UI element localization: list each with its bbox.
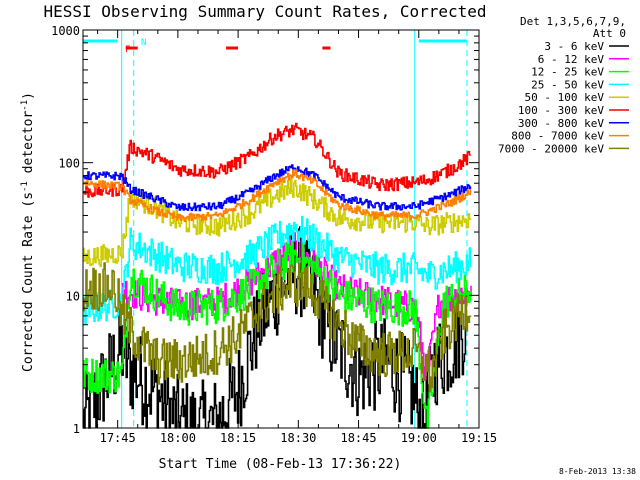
- x-axis-title: Start Time (08-Feb-13 17:36:22): [159, 457, 402, 472]
- x-tick-label-4: 18:45: [340, 431, 376, 445]
- axes: 17:45 18:00 18:15 18:30 18:45 19:00 19:15 1 10 10…: [51, 24, 497, 445]
- series-line-6: [83, 122, 472, 198]
- x-tick-label-2: 18:15: [220, 431, 256, 445]
- y-axis-title-sup1: -1: [20, 181, 30, 192]
- y-tick-label-3: 1000: [51, 24, 80, 38]
- flag-marker-F: F: [125, 45, 130, 55]
- y-axis-title: Corrected Count Rate (s-1 detector-1): [20, 92, 36, 372]
- y-axis-title-sup2: -1: [20, 100, 30, 111]
- x-tick-label-6: 19:15: [461, 431, 497, 445]
- series-line-3: [83, 240, 472, 429]
- legend-label-3: 12 - 25 keV: [531, 66, 604, 79]
- series-line-7: [83, 164, 472, 212]
- series-line-8: [83, 169, 472, 223]
- series-line-4: [83, 215, 472, 325]
- y-axis-title-end: ): [21, 92, 36, 100]
- y-tick-label-1: 10: [66, 289, 80, 303]
- footer-timestamp: 8-Feb-2013 13:38: [559, 467, 636, 476]
- y-tick-label-2: 100: [58, 157, 80, 171]
- x-tick-label-3: 18:30: [280, 431, 316, 445]
- legend-header-0: Det 1,3,5,6,7,9,: [520, 15, 626, 28]
- plot-area: FN: [83, 30, 472, 429]
- legend-label-7: 300 - 800 keV: [518, 117, 604, 130]
- legend-label-4: 25 - 50 keV: [531, 78, 604, 91]
- y-tick-label-0: 1: [73, 422, 80, 436]
- legend-header-1: Att 0: [593, 27, 626, 40]
- y-axis-title-mid: detector: [21, 111, 36, 182]
- y-axis-title-main: Corrected Count Rate (s: [21, 192, 36, 372]
- legend-label-9: 7000 - 20000 keV: [498, 142, 604, 155]
- chart-title: HESSI Observing Summary Count Rates, Cor…: [43, 2, 486, 21]
- legend-label-2: 6 - 12 keV: [538, 53, 605, 66]
- legend-label-5: 50 - 100 keV: [525, 91, 605, 104]
- series-line-9: [83, 262, 472, 392]
- x-tick-label-1: 18:00: [160, 431, 196, 445]
- legend-label-8: 800 - 7000 keV: [511, 130, 604, 143]
- plot-frame: [82, 29, 480, 429]
- legend-label-1: 3 - 6 keV: [544, 40, 604, 53]
- x-tick-label-5: 19:00: [401, 431, 437, 445]
- legend-label-6: 100 - 300 keV: [518, 104, 604, 117]
- flag-marker-N: N: [141, 38, 146, 48]
- x-tick-label-0: 17:45: [100, 431, 136, 445]
